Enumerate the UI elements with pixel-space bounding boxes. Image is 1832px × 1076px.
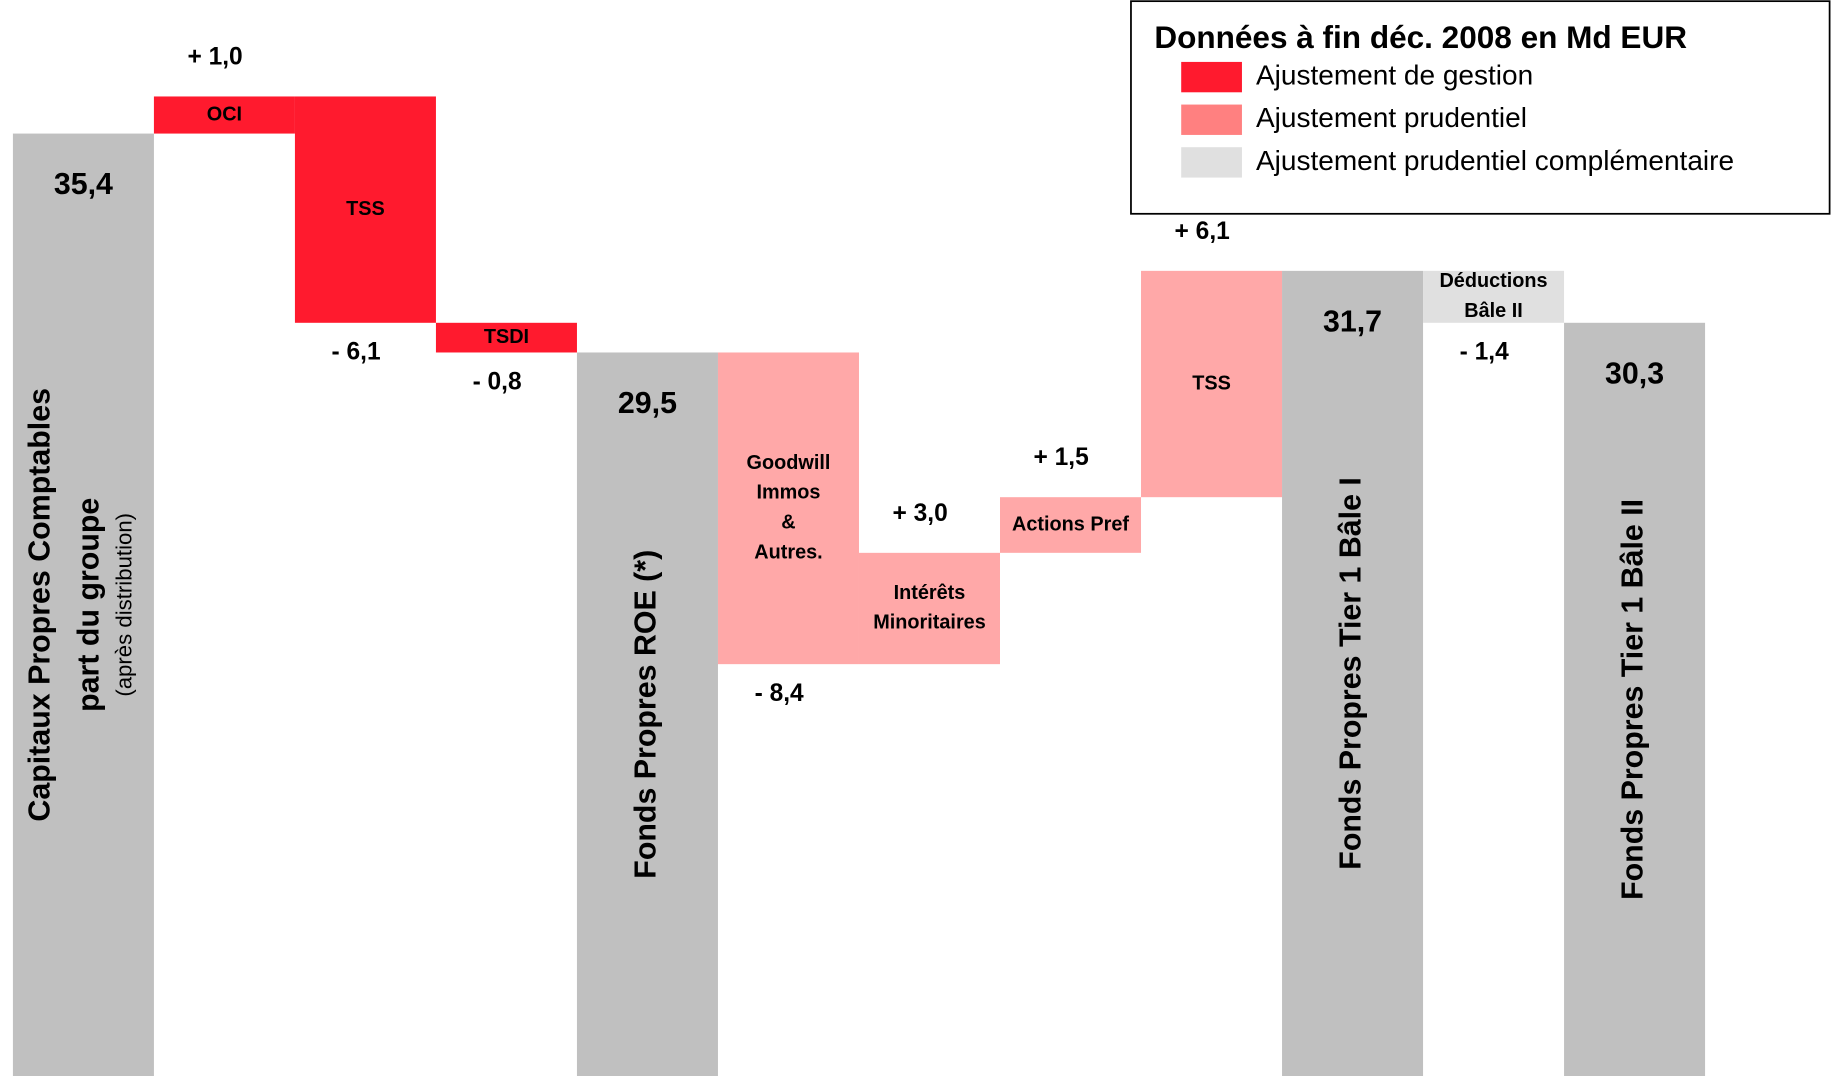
total-bar (12, 133, 154, 1076)
category-label: Intérêts (894, 582, 966, 604)
value-label: + 6,1 (1175, 218, 1230, 245)
value-label: 31,7 (1323, 305, 1382, 338)
category-label: Capitaux Propres Comptables (23, 388, 56, 822)
category-label: Actions Pref (1012, 513, 1129, 535)
category-label: OCI (207, 103, 242, 125)
category-label: Fonds Propres ROE (*) (629, 550, 662, 879)
delta-bar (153, 96, 295, 134)
value-label: - 8,4 (755, 680, 804, 707)
value-label: 30,3 (1605, 357, 1664, 390)
delta-bar (294, 96, 436, 323)
legend-swatch (1181, 61, 1242, 93)
legend-label: Ajustement prudentiel complémentaire (1256, 145, 1734, 176)
legend-swatch (1181, 104, 1242, 135)
delta-bar (1000, 497, 1142, 553)
category-label: TSS (346, 198, 385, 220)
category-note: (après distribution) (111, 513, 136, 697)
category-label: Déductions (1439, 270, 1547, 292)
legend-title: Données à fin déc. 2008 en Md EUR (1154, 19, 1687, 55)
delta-bar (717, 352, 859, 665)
category-label: TSS (1192, 372, 1231, 394)
category-label: & (781, 511, 795, 533)
total-bar (1282, 270, 1424, 1076)
legend-label: Ajustement de gestion (1256, 60, 1533, 91)
category-label: TSDI (484, 326, 529, 348)
legend-label: Ajustement prudentiel (1256, 102, 1527, 133)
category-label: Fonds Propres Tier 1 Bâle I (1335, 477, 1368, 870)
value-label: + 1,0 (187, 43, 242, 70)
value-label: 29,5 (618, 387, 677, 420)
delta-bar (1423, 270, 1565, 323)
delta-bar (435, 322, 577, 353)
delta-bar (858, 552, 1001, 665)
legend: Données à fin déc. 2008 en Md EUR Ajuste… (1130, 0, 1831, 215)
value-label: - 6,1 (332, 339, 381, 366)
total-bar (576, 352, 718, 1076)
delta-bar (1141, 270, 1283, 498)
total-bar (1564, 322, 1706, 1076)
legend-swatch (1181, 147, 1242, 178)
value-label: 35,4 (54, 168, 113, 201)
category-label: Bâle II (1464, 300, 1523, 322)
value-label: - 1,4 (1460, 339, 1509, 366)
value-label: + 1,5 (1034, 444, 1089, 471)
legend-box (1130, 0, 1831, 215)
category-label: Immos (756, 482, 820, 504)
category-label: Fonds Propres Tier 1 Bâle II (1617, 499, 1650, 900)
category-label: Goodwill (747, 452, 831, 474)
value-label: - 0,8 (473, 368, 522, 395)
category-label: part du groupe (72, 498, 105, 712)
category-label: Minoritaires (873, 612, 986, 634)
value-label: + 3,0 (893, 500, 948, 527)
category-label: Autres. (754, 541, 822, 563)
